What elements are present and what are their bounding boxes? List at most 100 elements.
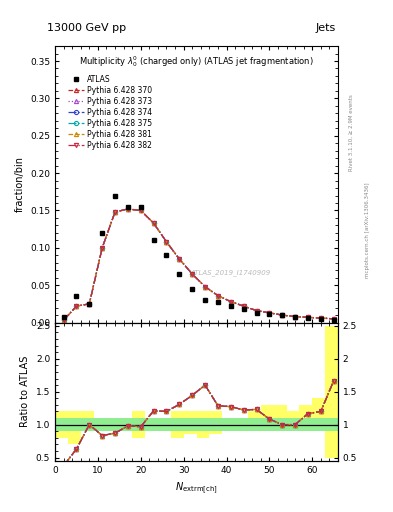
Pythia 6.428 381 [138, 207, 143, 214]
Legend: ATLAS, Pythia 6.428 370, Pythia 6.428 373, Pythia 6.428 374, Pythia 6.428 375, P: ATLAS, Pythia 6.428 370, Pythia 6.428 37… [64, 72, 156, 153]
Pythia 6.428 382 [280, 312, 285, 318]
Pythia 6.428 381 [331, 316, 336, 322]
Pythia 6.428 374 [190, 271, 195, 277]
ATLAS [125, 204, 130, 210]
Pythia 6.428 374 [138, 207, 143, 214]
Pythia 6.428 373 [138, 207, 143, 214]
ATLAS [306, 315, 310, 321]
Pythia 6.428 374 [254, 308, 259, 314]
Pythia 6.428 375 [280, 312, 285, 318]
Pythia 6.428 374 [241, 303, 246, 309]
Pythia 6.428 381 [100, 245, 105, 251]
Pythia 6.428 374 [306, 314, 310, 321]
Pythia 6.428 382 [318, 315, 323, 321]
Pythia 6.428 374 [151, 220, 156, 226]
ATLAS [241, 306, 246, 312]
Pythia 6.428 381 [203, 284, 208, 290]
Pythia 6.428 375 [177, 256, 182, 262]
Pythia 6.428 373 [306, 314, 310, 321]
Line: Pythia 6.428 373: Pythia 6.428 373 [62, 207, 336, 323]
Pythia 6.428 370 [177, 256, 182, 262]
Pythia 6.428 373 [177, 256, 182, 262]
Line: Pythia 6.428 370: Pythia 6.428 370 [62, 207, 336, 323]
Pythia 6.428 373 [331, 316, 336, 322]
Pythia 6.428 375 [254, 308, 259, 314]
Pythia 6.428 374 [267, 310, 272, 316]
Line: Pythia 6.428 375: Pythia 6.428 375 [62, 207, 336, 323]
Pythia 6.428 370 [138, 207, 143, 214]
Pythia 6.428 374 [177, 256, 182, 262]
Pythia 6.428 370 [151, 220, 156, 226]
ATLAS [177, 271, 182, 277]
Pythia 6.428 374 [228, 298, 233, 305]
Pythia 6.428 370 [280, 312, 285, 318]
Pythia 6.428 370 [74, 303, 79, 309]
Pythia 6.428 382 [306, 314, 310, 321]
Line: Pythia 6.428 382: Pythia 6.428 382 [62, 207, 336, 323]
Pythia 6.428 375 [125, 206, 130, 212]
Pythia 6.428 382 [267, 310, 272, 316]
Pythia 6.428 382 [74, 303, 79, 309]
Pythia 6.428 381 [164, 239, 169, 245]
Pythia 6.428 374 [125, 206, 130, 212]
Pythia 6.428 373 [280, 312, 285, 318]
Pythia 6.428 370 [293, 313, 298, 319]
Pythia 6.428 381 [74, 303, 79, 309]
Pythia 6.428 373 [100, 245, 105, 251]
Pythia 6.428 374 [203, 284, 208, 290]
Pythia 6.428 374 [100, 245, 105, 251]
Pythia 6.428 381 [306, 314, 310, 321]
Text: Jets: Jets [316, 23, 336, 33]
Line: Pythia 6.428 381: Pythia 6.428 381 [62, 207, 336, 323]
Pythia 6.428 375 [87, 301, 92, 307]
Pythia 6.428 381 [280, 312, 285, 318]
Pythia 6.428 373 [190, 271, 195, 277]
Pythia 6.428 381 [241, 303, 246, 309]
Pythia 6.428 370 [125, 206, 130, 212]
Pythia 6.428 381 [318, 315, 323, 321]
Pythia 6.428 381 [87, 301, 92, 307]
ATLAS [254, 310, 259, 316]
Pythia 6.428 381 [267, 310, 272, 316]
Y-axis label: Ratio to ATLAS: Ratio to ATLAS [20, 356, 30, 428]
Pythia 6.428 374 [318, 315, 323, 321]
Pythia 6.428 375 [203, 284, 208, 290]
Pythia 6.428 374 [331, 316, 336, 322]
Pythia 6.428 374 [164, 239, 169, 245]
Text: mcplots.cern.ch [arXiv:1306.3436]: mcplots.cern.ch [arXiv:1306.3436] [365, 183, 370, 278]
Pythia 6.428 373 [241, 303, 246, 309]
ATLAS [293, 313, 298, 319]
ATLAS [74, 293, 79, 300]
Pythia 6.428 370 [254, 308, 259, 314]
Pythia 6.428 373 [61, 317, 66, 324]
Line: Pythia 6.428 374: Pythia 6.428 374 [62, 207, 336, 323]
Pythia 6.428 373 [164, 239, 169, 245]
Pythia 6.428 373 [151, 220, 156, 226]
Pythia 6.428 382 [216, 292, 220, 298]
Pythia 6.428 375 [190, 271, 195, 277]
Pythia 6.428 382 [100, 245, 105, 251]
Pythia 6.428 375 [228, 298, 233, 305]
Pythia 6.428 373 [203, 284, 208, 290]
Pythia 6.428 374 [61, 317, 66, 324]
Line: ATLAS: ATLAS [61, 193, 336, 323]
Pythia 6.428 381 [151, 220, 156, 226]
Pythia 6.428 375 [331, 316, 336, 322]
Pythia 6.428 375 [241, 303, 246, 309]
ATLAS [151, 237, 156, 243]
Pythia 6.428 382 [138, 207, 143, 214]
ATLAS [190, 286, 195, 292]
Pythia 6.428 375 [306, 314, 310, 321]
Pythia 6.428 381 [113, 209, 118, 215]
X-axis label: $N_\mathrm{extrm[ch]}$: $N_\mathrm{extrm[ch]}$ [175, 480, 218, 496]
Pythia 6.428 374 [280, 312, 285, 318]
Pythia 6.428 373 [125, 206, 130, 212]
Pythia 6.428 375 [100, 245, 105, 251]
Pythia 6.428 370 [228, 298, 233, 305]
Pythia 6.428 370 [216, 292, 220, 298]
Pythia 6.428 382 [87, 301, 92, 307]
Pythia 6.428 382 [331, 316, 336, 322]
Pythia 6.428 381 [61, 317, 66, 324]
Pythia 6.428 382 [241, 303, 246, 309]
Pythia 6.428 373 [87, 301, 92, 307]
